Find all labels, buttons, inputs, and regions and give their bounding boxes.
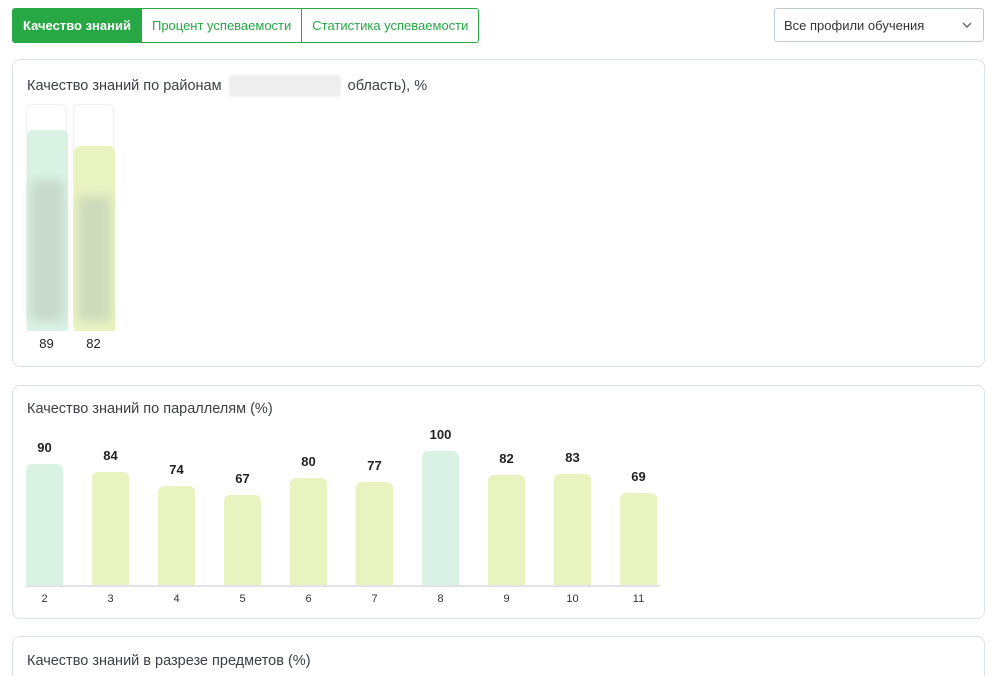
parallel-category-label: 5 <box>239 593 246 605</box>
parallel-bar[interactable] <box>26 464 63 585</box>
parallel-category-label: 3 <box>107 593 114 605</box>
districts-title-prefix: Качество знаний по районам <box>27 77 222 94</box>
parallel-bar[interactable] <box>554 474 591 585</box>
parallel-value-label: 83 <box>565 450 580 465</box>
parallel-value-label: 67 <box>235 471 250 486</box>
tab-success-statistics[interactable]: Статистика успеваемости <box>302 9 479 42</box>
tab-success-percent[interactable]: Процент успеваемости <box>141 9 303 42</box>
parallel-category-label: 11 <box>632 593 645 605</box>
district-column <box>26 104 68 331</box>
parallel-category-label: 7 <box>371 593 378 605</box>
tab-knowledge-quality[interactable]: Качество знаний <box>13 9 142 42</box>
district-value-label: 89 <box>39 336 54 351</box>
parallel-bar[interactable] <box>356 482 393 585</box>
parallels-card-title: Качество знаний по параллелям (%) <box>27 401 273 417</box>
parallel-bar[interactable] <box>488 475 525 585</box>
parallel-value-label: 80 <box>301 454 316 469</box>
parallel-category-label: 9 <box>503 593 510 605</box>
profile-select[interactable]: Все профили обучения <box>774 8 984 42</box>
subjects-card-title: Качество знаний в разрезе предметов (%) <box>27 653 311 669</box>
parallel-value-label: 90 <box>37 440 52 455</box>
subjects-card: Качество знаний в разрезе предметов (%) <box>12 636 985 676</box>
parallel-bar[interactable] <box>92 472 129 585</box>
districts-card: Качество знаний по районам область), % 8… <box>12 59 985 367</box>
parallel-value-label: 100 <box>429 427 452 442</box>
parallel-bar[interactable] <box>224 495 261 585</box>
parallel-value-label: 77 <box>367 458 382 473</box>
parallel-bar[interactable] <box>290 478 327 585</box>
redacted-region-name <box>228 75 341 97</box>
parallel-category-label: 4 <box>173 593 180 605</box>
parallel-category-label: 6 <box>305 593 312 605</box>
districts-chart: 89 82 <box>26 104 146 354</box>
parallels-chart: 90 2 84 3 74 4 67 5 80 6 77 7 100 8 82 9 83 10 69 11 <box>26 424 666 606</box>
parallel-bar[interactable] <box>620 493 657 585</box>
parallels-card: Качество знаний по параллелям (%) 90 2 84 3… <box>12 385 985 619</box>
districts-title-suffix: область), % <box>347 77 428 94</box>
parallel-bar[interactable] <box>422 451 459 585</box>
chevron-down-icon <box>962 22 972 28</box>
parallel-value-label: 74 <box>169 462 184 477</box>
profile-select-value: Все профили обучения <box>784 17 925 33</box>
parallel-bar[interactable] <box>158 486 195 585</box>
parallel-value-label: 82 <box>499 451 514 466</box>
view-tabs: Качество знаний Процент успеваемости Ста… <box>12 8 480 43</box>
x-axis-line <box>26 585 660 587</box>
parallel-category-label: 8 <box>437 593 444 605</box>
districts-card-title: Качество знаний по районам область), % <box>27 75 427 97</box>
parallel-value-label: 69 <box>631 469 646 484</box>
redacted-district-label <box>78 196 111 321</box>
district-column <box>73 104 115 331</box>
parallel-category-label: 10 <box>566 593 579 605</box>
parallel-value-label: 84 <box>103 448 118 463</box>
district-value-label: 82 <box>86 336 101 351</box>
parallel-category-label: 2 <box>41 593 48 605</box>
redacted-district-label <box>31 180 64 321</box>
